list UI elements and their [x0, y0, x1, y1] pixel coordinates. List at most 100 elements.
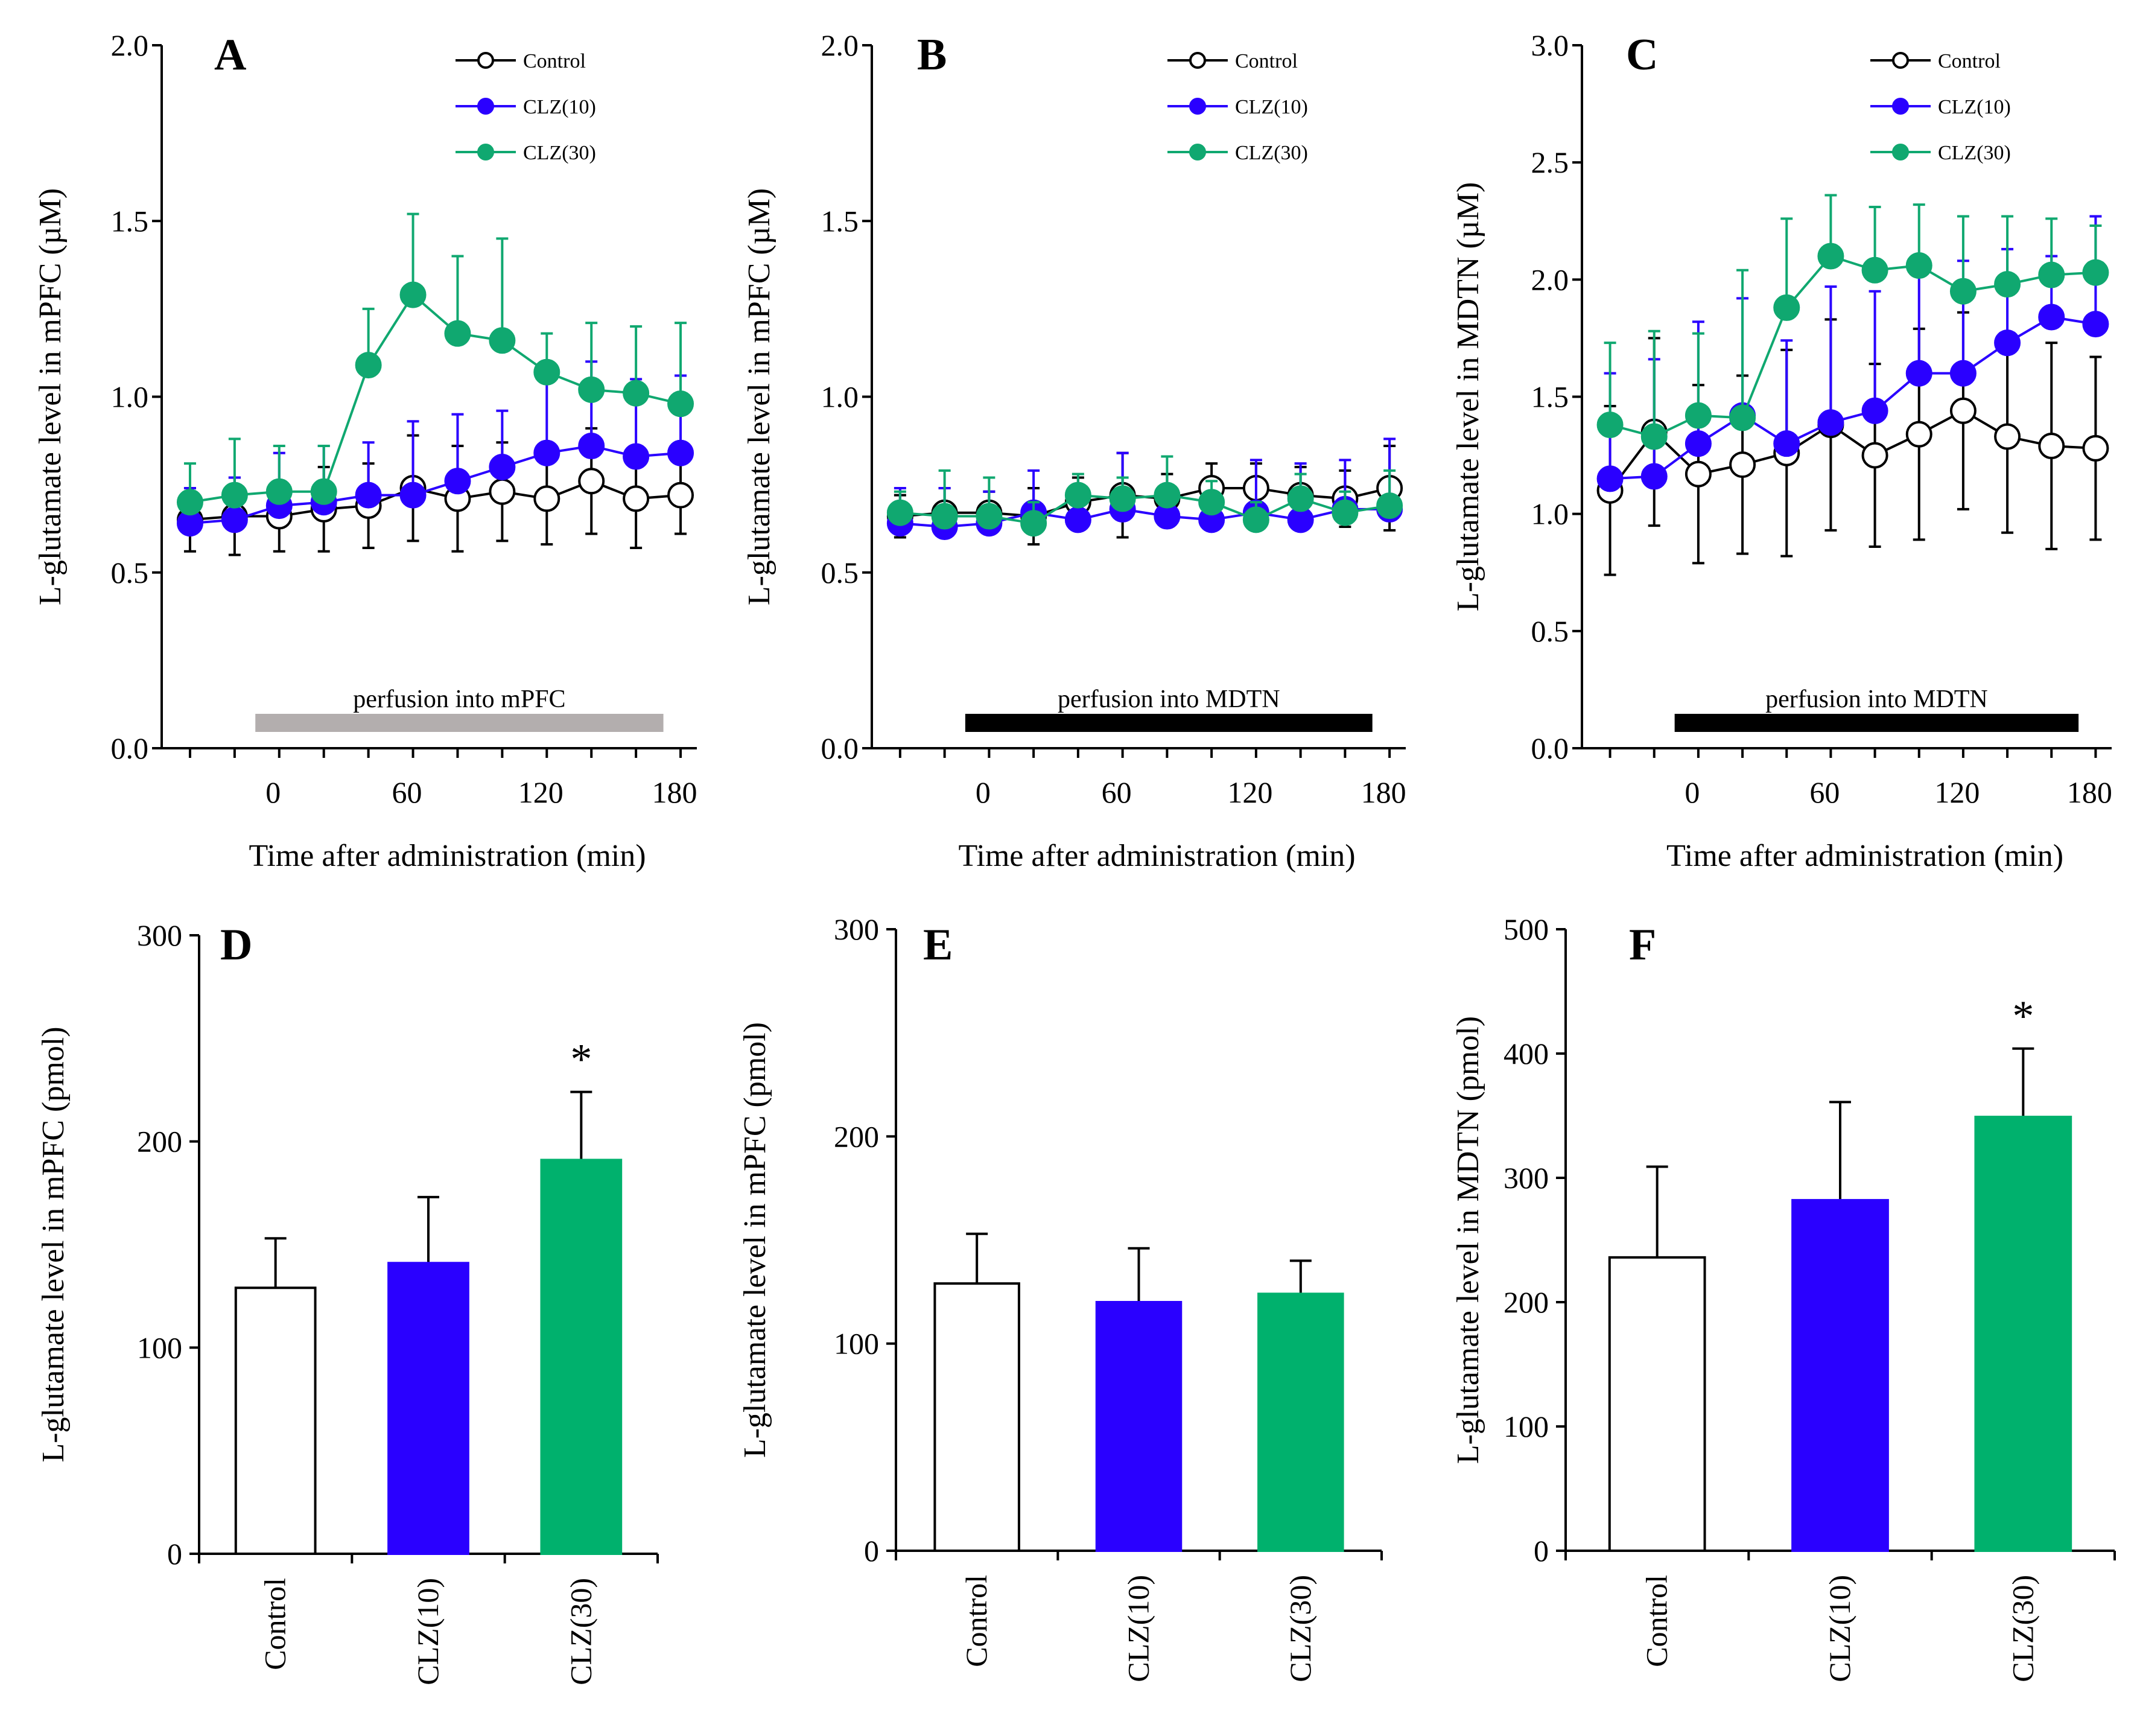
x-tick-label: 120 — [518, 775, 564, 809]
data-point — [355, 352, 382, 379]
x-axis-label: Time after administration (min) — [958, 839, 1355, 873]
series-control — [886, 445, 1403, 546]
category-label: CLZ(10) — [1122, 1575, 1155, 1682]
data-point — [2038, 261, 2065, 288]
panel-letter: B — [917, 30, 947, 80]
bar — [540, 1159, 623, 1555]
y-tick-label: 0.5 — [1531, 614, 1569, 648]
data-point — [1729, 404, 1756, 431]
y-tick-label: 1.0 — [111, 380, 149, 414]
y-axis-label: L-glutamate level in mPFC (pmol) — [738, 1022, 772, 1458]
data-point — [399, 482, 427, 509]
series-clz10 — [176, 360, 694, 537]
data-point — [623, 485, 650, 512]
data-point — [1994, 329, 2021, 357]
data-point — [1596, 412, 1624, 439]
y-tick-label: 2.5 — [1531, 145, 1569, 179]
data-point — [1773, 294, 1800, 321]
perfusion-bar — [255, 714, 664, 732]
data-point — [667, 390, 694, 418]
y-axis-label: L-glutamate level in mPFC (µM) — [33, 188, 68, 605]
panel-letter: A — [214, 30, 246, 80]
data-point — [1729, 451, 1756, 479]
category-label: CLZ(30) — [2005, 1575, 2039, 1682]
legend-label: Control — [1235, 50, 1298, 72]
bar — [1095, 1301, 1183, 1552]
series-line — [189, 293, 681, 504]
bar — [234, 1286, 317, 1555]
bar-panel-f: 0 100 200 300 400 500 L-glutamate level in MDT… — [1451, 912, 2116, 1682]
series-line — [1610, 316, 2096, 480]
perfusion-bar-label: perfusion into MDTN — [1058, 685, 1280, 713]
data-point — [1949, 360, 1977, 387]
y-tick-label: 0.5 — [821, 556, 859, 590]
bar — [1974, 1116, 2072, 1553]
data-point — [1949, 397, 1977, 424]
x-tick-label: 60 — [392, 775, 422, 809]
y-tick-label: 0.0 — [111, 731, 149, 765]
data-point — [1817, 243, 1844, 270]
category-label: CLZ(30) — [1283, 1575, 1317, 1682]
significance-marker: * — [2012, 992, 2034, 1040]
legend-marker — [1189, 144, 1206, 161]
y-tick-label: 1.5 — [821, 204, 859, 238]
legend-marker — [1892, 144, 1909, 161]
series-clz30 — [886, 455, 1403, 537]
y-tick-label: 500 — [1504, 912, 1549, 946]
y-tick-label: 1.0 — [821, 380, 859, 414]
y-axis-label: L-glutamate level in MDTN (µM) — [1451, 182, 1485, 612]
data-point — [1198, 489, 1225, 516]
y-axis-label: L-glutamate level in mPFC (pmol) — [36, 1026, 71, 1462]
y-tick-label: 3.0 — [1531, 28, 1569, 62]
series-clz10 — [886, 437, 1403, 541]
data-point — [1596, 465, 1624, 492]
data-point — [1109, 485, 1136, 512]
y-tick-label: 0.5 — [111, 556, 149, 590]
legend-label: Control — [1938, 50, 2001, 72]
bar — [387, 1262, 469, 1555]
y-tick-label: 0 — [864, 1534, 879, 1568]
x-tick-label: 180 — [652, 775, 697, 809]
data-point — [1905, 360, 1932, 387]
perfusion-bar — [965, 714, 1373, 732]
legend-label: CLZ(10) — [1235, 96, 1308, 118]
x-tick-label: 180 — [2067, 775, 2112, 809]
y-tick-label: 200 — [1504, 1285, 1549, 1319]
data-point — [265, 478, 293, 505]
series-control — [1596, 311, 2109, 576]
data-point — [1685, 430, 1712, 457]
x-tick-label: 120 — [1227, 775, 1272, 809]
data-point — [310, 478, 337, 505]
legend-marker — [1189, 98, 1206, 115]
legend-marker — [477, 52, 494, 69]
y-tick-label: 100 — [137, 1331, 182, 1364]
y-tick-label: 2.0 — [1531, 262, 1569, 296]
data-point — [444, 320, 471, 347]
y-tick-label: 2.0 — [821, 28, 859, 62]
x-axis-label: Time after administration (min) — [249, 839, 646, 873]
y-tick-label: 300 — [137, 918, 182, 952]
legend-marker — [1892, 52, 1909, 69]
data-point — [1242, 506, 1269, 533]
bar — [1791, 1199, 1889, 1552]
data-point — [578, 433, 605, 460]
bar-panel-e: 0 100 200 300 L-glutamate level in mPFC (pmo… — [738, 912, 1383, 1682]
x-tick-label: 120 — [1934, 775, 1980, 809]
y-tick-label: 100 — [1504, 1410, 1549, 1443]
panel-letter: C — [1626, 30, 1658, 80]
data-point — [221, 482, 248, 509]
data-point — [1020, 510, 1047, 537]
series-clz30 — [1596, 194, 2109, 450]
category-label: Control — [1640, 1575, 1674, 1667]
category-label: CLZ(10) — [411, 1578, 445, 1685]
data-point — [1861, 256, 1888, 284]
data-point — [489, 478, 516, 505]
data-point — [1861, 442, 1888, 469]
data-point — [976, 503, 1003, 530]
panel-letter: E — [923, 920, 953, 970]
bar — [1608, 1256, 1706, 1553]
x-tick-label: 60 — [1809, 775, 1840, 809]
